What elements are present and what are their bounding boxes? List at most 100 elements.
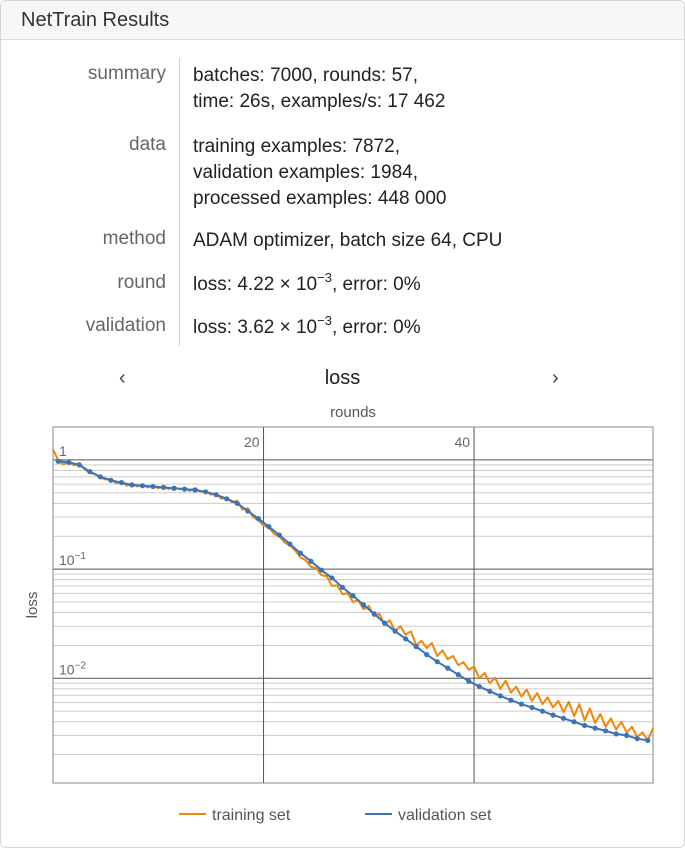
- round-loss-exponent: −3: [317, 270, 332, 285]
- validation-point: [476, 683, 482, 690]
- validation-point: [434, 659, 440, 665]
- y-tick-label: 1: [59, 443, 67, 459]
- series-layer: [52, 448, 654, 744]
- y-tick-exponent: −1: [75, 551, 87, 562]
- validation-point: [276, 532, 282, 538]
- data-line-1: training examples: 7872,: [193, 136, 401, 157]
- validation-value: loss: 3.62 × 10−3, error: 0%: [193, 313, 421, 341]
- training-legend-label: training set: [212, 807, 291, 824]
- validation-point: [160, 484, 167, 490]
- method-label: method: [102, 228, 166, 249]
- validation-point: [287, 541, 293, 547]
- validation-label: validation: [85, 315, 166, 336]
- validation-point: [297, 550, 303, 556]
- window-title: NetTrain Results: [21, 9, 170, 31]
- summary-label: summary: [87, 63, 166, 84]
- validation-point: [413, 644, 419, 650]
- validation-point: [529, 704, 535, 711]
- validation-point: [581, 722, 588, 729]
- validation-point: [308, 558, 314, 564]
- validation-point: [455, 672, 461, 678]
- validation-point: [497, 693, 503, 699]
- data-value: training examples: 7872, validation exam…: [193, 134, 447, 212]
- method-line: ADAM optimizer, batch size 64, CPU: [193, 230, 503, 251]
- round-value: loss: 4.22 × 10−3, error: 0%: [193, 270, 421, 298]
- validation-point: [592, 725, 598, 731]
- validation-point: [645, 737, 651, 744]
- validation-error: , error: 0%: [331, 317, 421, 338]
- summary-line-1: batches: 7000, rounds: 57,: [193, 65, 418, 86]
- title-bar: NetTrain Results: [1, 1, 684, 40]
- validation-point: [634, 736, 640, 742]
- validation-point: [424, 651, 430, 658]
- validation-swatch: [365, 812, 392, 815]
- validation-point: [224, 496, 230, 502]
- validation-point: [339, 584, 346, 590]
- validation-point: [129, 482, 135, 488]
- round-label: round: [117, 272, 166, 293]
- summary-divider: [179, 58, 180, 346]
- validation-point: [203, 489, 209, 495]
- legend-item-validation: validation set: [365, 807, 491, 825]
- legend-item-training: training set: [179, 807, 290, 825]
- validation-point: [381, 620, 388, 626]
- training-swatch: [179, 812, 206, 815]
- validation-point: [613, 731, 619, 737]
- y-tick-exponent: −2: [75, 660, 87, 671]
- validation-point: [171, 485, 177, 491]
- validation-point: [550, 712, 556, 718]
- validation-point: [371, 611, 377, 617]
- y-tick-label: 10−2: [59, 660, 86, 677]
- validation-point: [392, 628, 398, 634]
- validation-point: [150, 483, 156, 490]
- validation-loss-exponent: −3: [317, 313, 332, 328]
- validation-point: [560, 715, 567, 721]
- previous-plot-button[interactable]: ‹: [119, 367, 126, 389]
- validation-point: [539, 708, 546, 714]
- validation-point: [518, 701, 525, 707]
- validation-point: [603, 728, 609, 734]
- validation-point: [487, 688, 493, 694]
- validation-point: [571, 719, 577, 725]
- round-loss: loss: 4.22 × 10: [193, 274, 318, 295]
- validation-legend-label: validation set: [398, 807, 492, 824]
- validation-point: [508, 697, 514, 703]
- x-tick-label: 20: [244, 434, 260, 450]
- validation-point: [66, 459, 72, 465]
- method-value: ADAM optimizer, batch size 64, CPU: [193, 228, 502, 254]
- validation-point: [213, 492, 219, 498]
- validation-point: [329, 575, 335, 581]
- y-axis-label: loss: [24, 592, 41, 619]
- validation-point: [245, 508, 251, 514]
- next-plot-button[interactable]: ›: [552, 367, 559, 389]
- validation-point: [466, 678, 472, 684]
- validation-point: [87, 469, 93, 475]
- data-line-3: processed examples: 448 000: [193, 188, 447, 209]
- validation-point: [350, 593, 356, 599]
- validation-point: [234, 500, 240, 506]
- validation-point: [55, 458, 61, 464]
- validation-point: [118, 479, 125, 486]
- x-axis-label: rounds: [330, 404, 376, 421]
- loss-chart: 1 10−1 10−2 20 40 rounds loss: [24, 404, 654, 784]
- validation-point: [624, 732, 630, 739]
- plot-frame: [52, 426, 654, 784]
- validation-point: [181, 486, 188, 492]
- data-line-2: validation examples: 1984,: [193, 162, 418, 183]
- validation-point: [360, 602, 367, 608]
- validation-point: [255, 515, 261, 522]
- summary-line-2: time: 26s, examples/s: 17 462: [193, 91, 446, 112]
- validation-loss: loss: 3.62 × 10: [193, 317, 318, 338]
- summary-value: batches: 7000, rounds: 57, time: 26s, ex…: [193, 63, 445, 115]
- validation-point: [76, 462, 82, 468]
- plot-selector-title: loss: [324, 367, 361, 389]
- validation-point: [108, 477, 114, 483]
- x-tick-label: 40: [454, 434, 470, 450]
- validation-point: [266, 523, 272, 530]
- round-error: , error: 0%: [331, 274, 421, 295]
- validation-point: [139, 483, 146, 489]
- validation-point: [403, 636, 409, 642]
- validation-point: [192, 487, 198, 493]
- validation-point: [97, 474, 103, 480]
